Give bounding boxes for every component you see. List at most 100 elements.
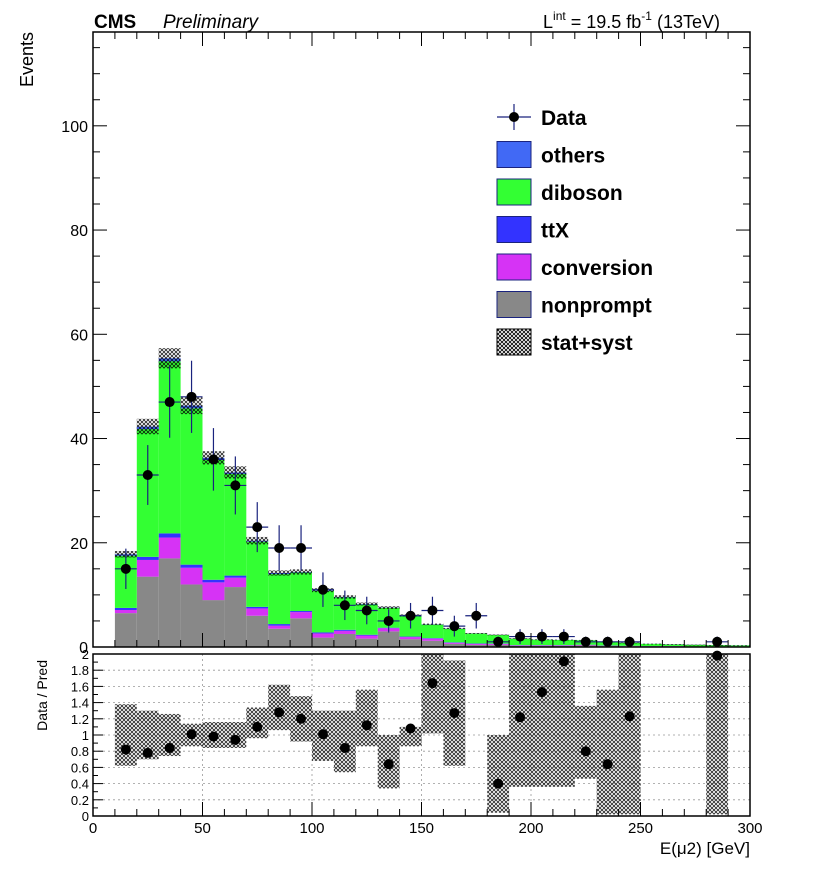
bar-nonprompt: [377, 631, 400, 647]
ratio-uncertainty-band: [596, 689, 619, 815]
legend-label: conversion: [541, 257, 653, 280]
ratio-point: [317, 729, 328, 740]
x-tick-label: 200: [518, 820, 543, 837]
bar-conversion: [443, 642, 466, 644]
legend-swatch: [496, 141, 532, 168]
status-label: Preliminary: [163, 12, 260, 33]
bar-diboson: [640, 643, 663, 647]
bar-nonprompt: [312, 637, 334, 647]
x-tick-label: 50: [194, 820, 211, 837]
ratio-point: [142, 747, 153, 758]
x-axis-title: E(μ2) [GeV]: [660, 839, 750, 858]
ratio-uncertainty-band: [618, 654, 641, 815]
data-point: [339, 600, 350, 611]
bar-nonprompt: [290, 618, 312, 647]
bar-ttx: [202, 579, 225, 583]
legend-swatch: [496, 178, 532, 206]
legend-label: nonprompt: [541, 295, 652, 318]
ratio-point: [602, 759, 613, 770]
ratio-point: [252, 721, 263, 732]
bar-ttx: [333, 629, 356, 631]
ratio-uncertainty-band: [136, 710, 159, 760]
bar-diboson: [684, 644, 707, 647]
bar-nonprompt: [224, 587, 247, 647]
bar-ttx: [312, 632, 334, 634]
ratio-point: [405, 723, 416, 734]
bar-diboson: [224, 473, 247, 576]
bar-conversion: [333, 630, 356, 634]
legend-entry-data: Data: [497, 104, 587, 130]
data-point: [296, 542, 307, 553]
x-tick-label: 0: [89, 820, 97, 837]
bar-ttx: [180, 564, 203, 568]
bar-nonprompt: [136, 576, 159, 647]
legend-entry-conversion: conversion: [496, 253, 653, 281]
legend-label: stat+syst: [541, 332, 633, 355]
data-point: [536, 631, 547, 642]
x-tick-label: 300: [737, 820, 762, 837]
bar-ttx: [355, 634, 378, 636]
uncertainty-band: [136, 418, 159, 435]
uncertainty-band: [290, 569, 312, 575]
data-point: [164, 397, 175, 408]
bar-conversion: [399, 637, 422, 640]
data-point: [602, 636, 613, 647]
data-point: [624, 636, 635, 647]
data-point: [558, 631, 569, 642]
ratio-y-tick-label: 0: [82, 809, 89, 824]
ratio-point: [230, 734, 241, 745]
bar-diboson: [662, 644, 685, 647]
ratio-point: [558, 656, 569, 667]
experiment-label: CMS: [94, 12, 136, 33]
uncertainty-band: [158, 348, 181, 369]
legend-marker: [509, 112, 519, 122]
bar-conversion: [509, 645, 531, 646]
data-point: [471, 610, 482, 621]
data-point: [449, 621, 460, 632]
bar-nonprompt: [202, 600, 225, 647]
bar-ttx: [421, 638, 444, 639]
y-tick-label: 0: [79, 640, 88, 657]
bar-diboson: [290, 572, 312, 612]
bar-ttx: [443, 642, 466, 643]
y-tick-label: 40: [70, 432, 88, 449]
ratio-y-tick-label: 2: [82, 647, 89, 662]
data-point: [515, 631, 526, 642]
bar-diboson: [421, 624, 444, 639]
y-tick-label: 80: [70, 223, 88, 240]
uncertainty-band: [487, 634, 510, 636]
legend-swatch: [496, 216, 532, 243]
bar-conversion: [136, 559, 159, 577]
bar-nonprompt: [443, 643, 466, 647]
bar-conversion: [531, 645, 553, 646]
y-tick-label: 60: [70, 327, 88, 344]
main-plot: 0 20 40 60 80 100: [61, 31, 751, 657]
data-point: [580, 636, 591, 647]
bar-conversion: [290, 612, 312, 619]
ratio-y-tick-label: 1.4: [71, 696, 89, 711]
ratio-point: [449, 708, 460, 719]
legend-entry-unc: stat+syst: [496, 328, 633, 356]
data-point: [186, 391, 197, 402]
bar-ttx: [399, 636, 422, 638]
bar-nonprompt: [355, 638, 378, 647]
bar-conversion: [202, 582, 225, 601]
bar-ttx: [136, 556, 159, 560]
bar-nonprompt: [246, 615, 269, 647]
bar-nonprompt: [465, 644, 488, 647]
bar-ttx: [158, 533, 181, 538]
data-point: [208, 454, 219, 465]
legend-label: others: [541, 145, 605, 168]
data-point: [142, 470, 153, 481]
uncertainty-band: [640, 643, 663, 645]
uncertainty-band: [662, 644, 685, 645]
lumi-middle: = 19.5 fb: [566, 12, 642, 32]
uncertainty-band: [684, 644, 707, 646]
ratio-y-tick-label: 1.8: [71, 663, 89, 678]
lumi-exp: -1: [641, 9, 652, 23]
ratio-point: [164, 742, 175, 753]
data-point: [361, 605, 372, 616]
ratio-y-tick-label: 0.8: [71, 744, 89, 759]
bar-nonprompt: [421, 640, 444, 647]
bar-conversion: [114, 609, 137, 614]
